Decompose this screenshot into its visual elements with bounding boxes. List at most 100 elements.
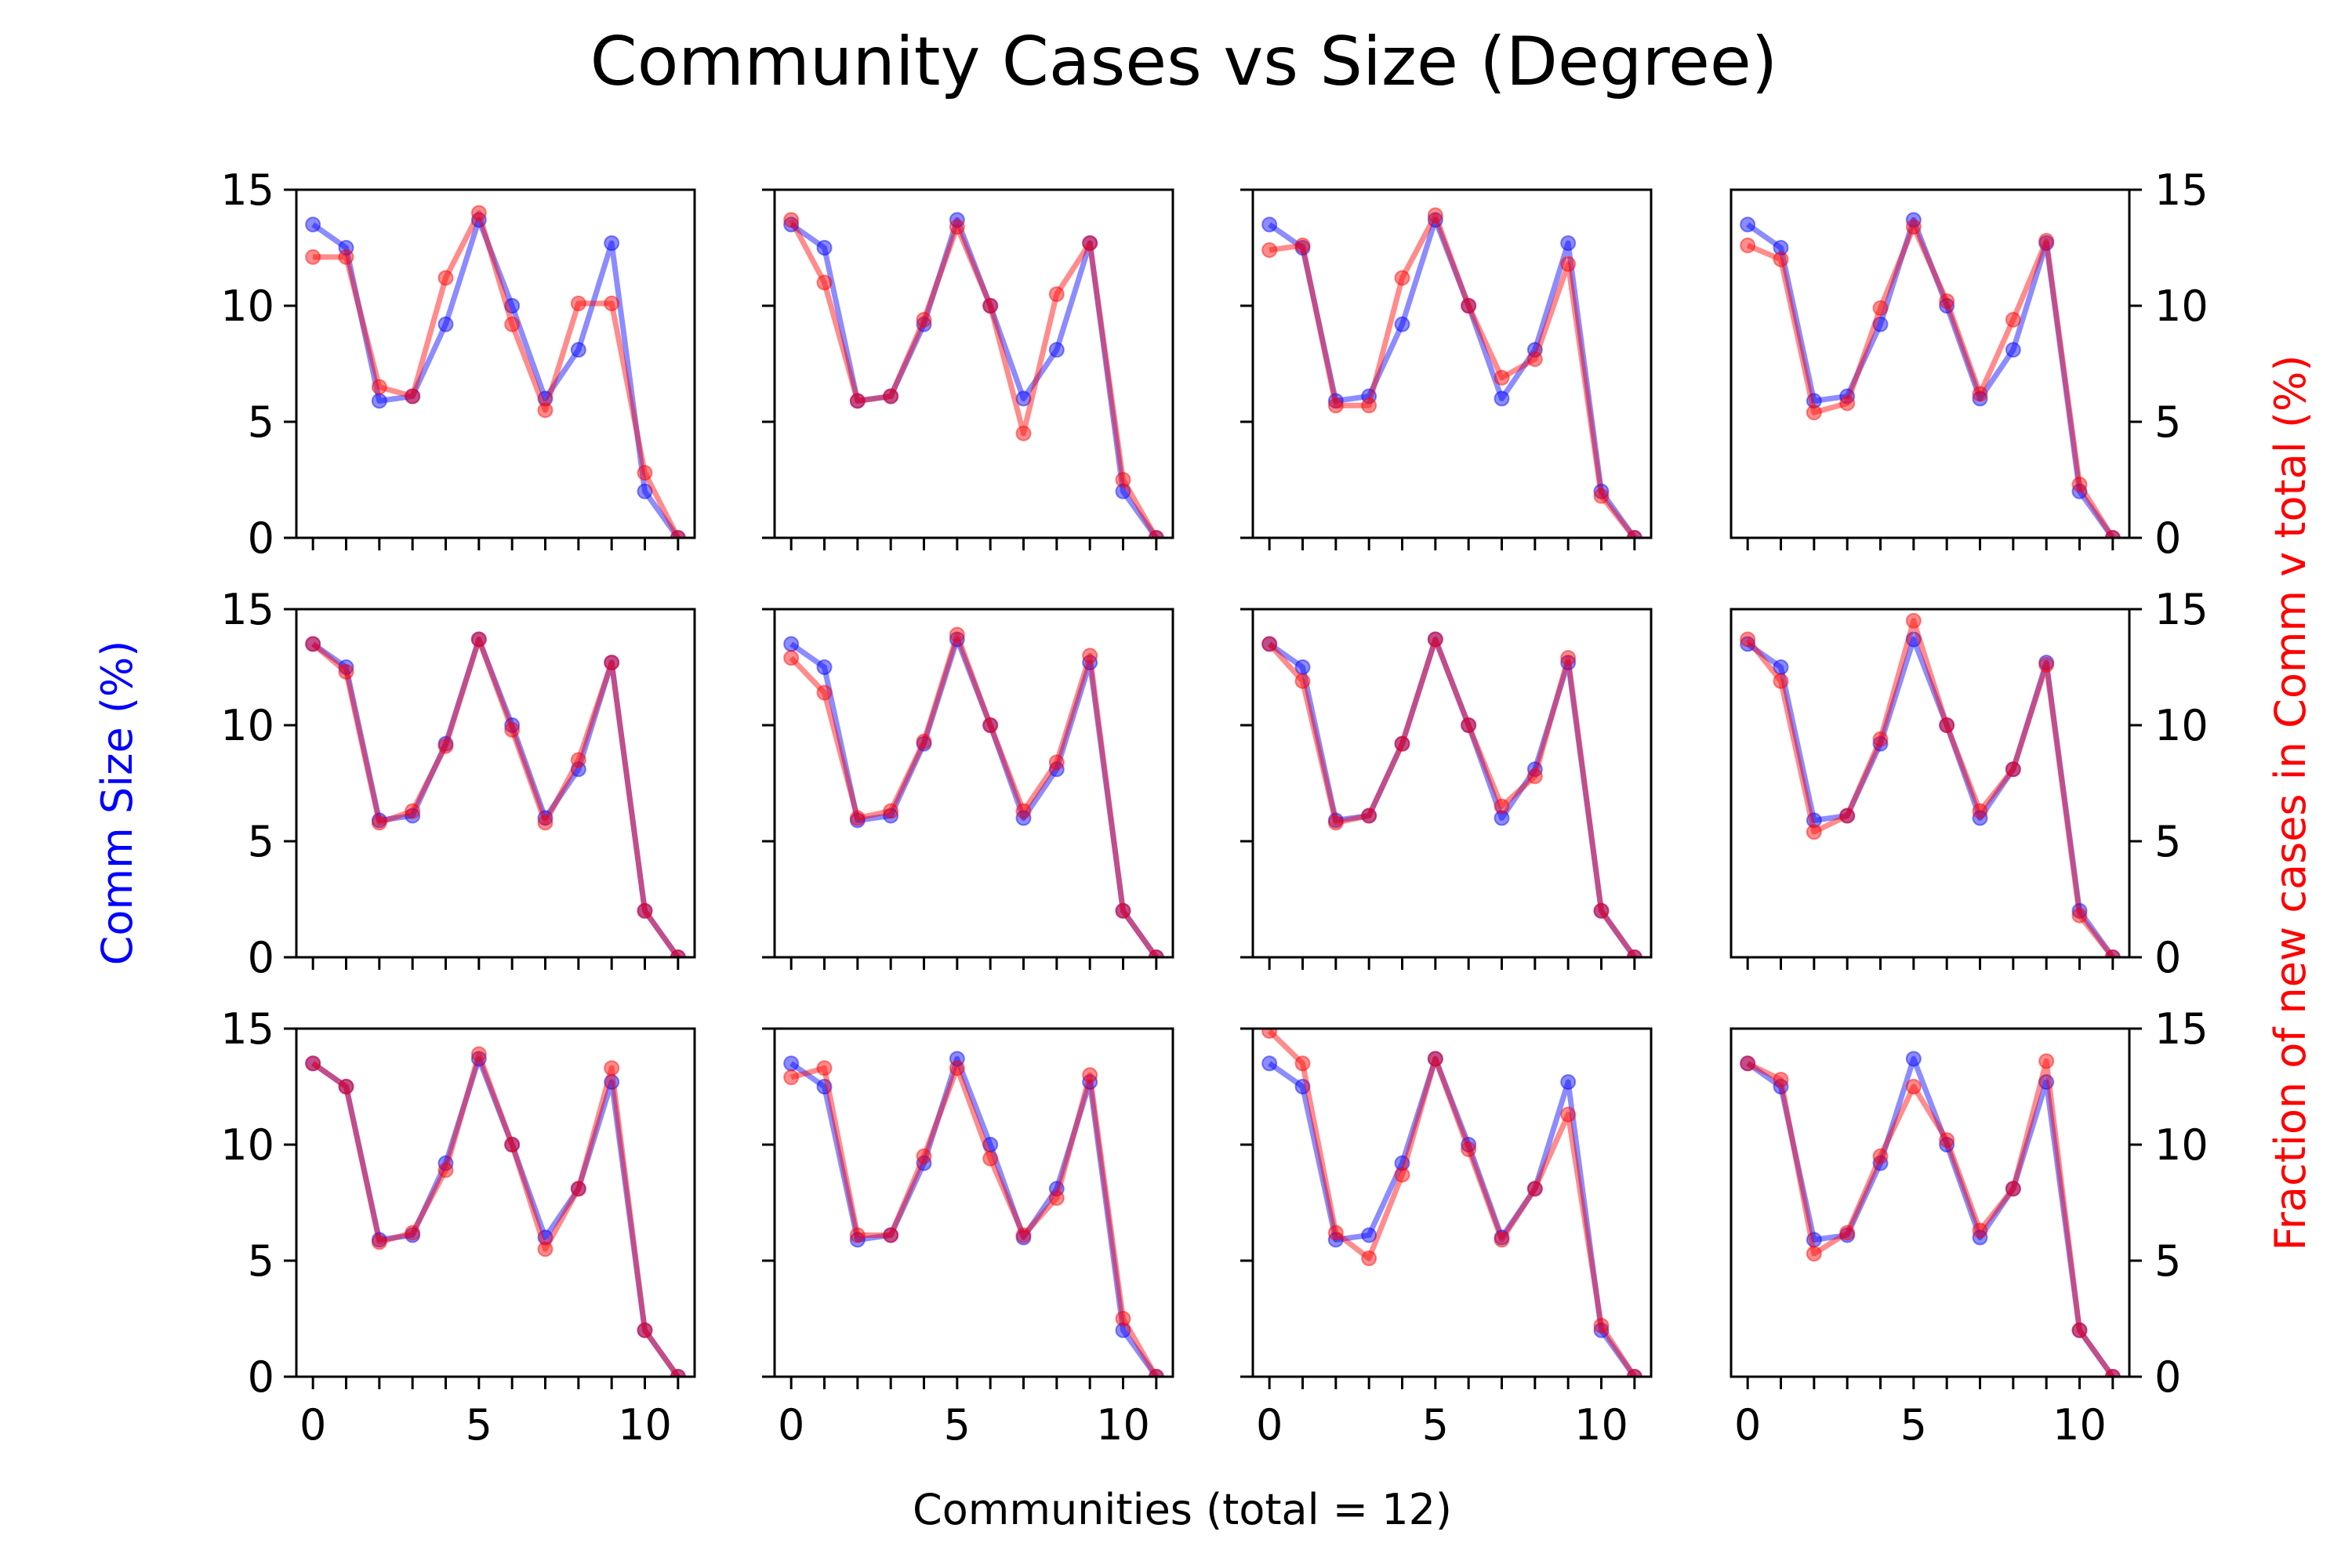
comm-size-point <box>2005 342 2021 358</box>
new-cases-point <box>1461 717 1477 733</box>
comm-size-point <box>405 808 421 824</box>
new-cases-point <box>849 1227 866 1243</box>
comm-size-point <box>1294 1079 1311 1094</box>
y-tick-label: 5 <box>248 397 274 447</box>
new-cases-point <box>982 298 999 314</box>
new-cases-point <box>504 316 521 332</box>
comm-size-point <box>2104 530 2121 538</box>
new-cases-point <box>371 1234 387 1250</box>
y-tick-label: 5 <box>248 1236 274 1286</box>
new-cases-line <box>789 218 1159 538</box>
comm-size-point <box>1015 810 1032 826</box>
new-cases-line <box>313 210 681 538</box>
comm-size-line <box>311 1055 681 1377</box>
comm-size-point <box>1048 1181 1065 1197</box>
new-cases-point <box>949 626 965 643</box>
axes-frame <box>773 608 1174 959</box>
new-cases-point <box>1294 238 1311 254</box>
comm-size-point <box>670 1369 686 1377</box>
new-cases-point <box>1361 808 1377 824</box>
comm-size-point <box>637 902 653 919</box>
new-cases-point <box>1773 251 1789 267</box>
axes-frame <box>295 1027 696 1378</box>
comm-size-point <box>1773 659 1789 675</box>
new-cases-point <box>1806 1246 1822 1262</box>
new-cases-point <box>1148 1369 1164 1377</box>
subplot-11: 0 5 10 <box>1240 1027 1653 1450</box>
plot-area <box>1740 612 2121 957</box>
y-tick-label-right: 10 <box>2154 1120 2209 1170</box>
new-cases-line <box>1746 223 2115 538</box>
comm-size-point <box>1494 390 1510 407</box>
new-cases-point <box>949 219 965 235</box>
comm-size-point <box>1082 235 1098 252</box>
new-cases-point <box>982 1150 999 1167</box>
new-cases-point <box>1593 1317 1610 1334</box>
new-cases-line <box>1267 1029 1637 1377</box>
comm-size-point <box>1626 1369 1642 1377</box>
new-cases-point <box>1872 731 1889 747</box>
new-cases-point <box>470 631 487 648</box>
new-cases-point <box>2005 1181 2021 1197</box>
comm-size-point <box>783 216 800 233</box>
comm-size-point <box>1361 1227 1377 1243</box>
comm-size-point <box>1626 530 1642 538</box>
comm-size-point <box>783 1055 800 1072</box>
comm-size-point <box>1526 342 1543 358</box>
comm-size-point <box>371 812 387 829</box>
new-cases-line <box>1745 618 2115 957</box>
new-cases-point <box>2038 1053 2055 1069</box>
comm-size-point <box>949 631 965 648</box>
new-cases-point <box>305 636 321 652</box>
comm-size-point <box>2071 483 2088 499</box>
new-cases-point <box>637 902 653 919</box>
comm-size-point <box>1872 1155 1889 1171</box>
new-cases-point <box>1427 1051 1443 1067</box>
x-tick-label: 10 <box>618 1400 672 1450</box>
new-cases-point <box>1626 530 1642 538</box>
new-cases-point <box>1461 298 1477 314</box>
new-cases-point <box>1048 754 1065 771</box>
axes-frame <box>295 608 696 959</box>
comm-size-point <box>437 1155 454 1171</box>
new-cases-point <box>371 815 387 831</box>
comm-size-line <box>1268 1055 1637 1377</box>
plot-area <box>305 205 686 538</box>
new-cases-point <box>305 1055 321 1072</box>
comm-size-point <box>1361 808 1377 824</box>
comm-size-point <box>604 235 620 252</box>
new-cases-point <box>437 1162 454 1178</box>
new-cases-point <box>2104 949 2121 957</box>
comm-size-point <box>537 1229 554 1246</box>
new-cases-point <box>1560 256 1577 272</box>
comm-size-point <box>2104 1369 2121 1377</box>
new-cases-point <box>604 1060 620 1076</box>
new-cases-point <box>916 311 932 328</box>
subplot-3 <box>1240 188 1653 550</box>
comm-size-point <box>604 1074 620 1091</box>
x-tick-label: 10 <box>2053 1400 2107 1450</box>
comm-size-point <box>570 761 586 778</box>
comm-size-point <box>1773 240 1789 256</box>
new-cases-point <box>537 402 554 419</box>
new-cases-point <box>1905 612 1922 629</box>
new-cases-point <box>470 1046 487 1062</box>
comm-size-point <box>816 1079 833 1094</box>
comm-size-point <box>1806 1232 1822 1248</box>
plot-area <box>1261 1029 1642 1377</box>
new-cases-point <box>405 803 421 819</box>
new-cases-point <box>637 1322 653 1338</box>
comm-size-point <box>1593 1322 1610 1338</box>
plot-area <box>305 631 686 957</box>
y-axis-label-left: Comm Size (%) <box>93 641 142 966</box>
comm-size-point <box>982 298 999 314</box>
new-cases-point <box>849 393 866 409</box>
new-cases-point <box>1839 1225 1856 1241</box>
x-tick-label: 5 <box>1422 1400 1449 1450</box>
comm-size-point <box>1427 1051 1443 1067</box>
new-cases-point <box>1015 1227 1032 1243</box>
comm-size-point <box>1560 1074 1577 1091</box>
new-cases-point <box>1740 631 1756 648</box>
y-tick-label: 15 <box>220 165 274 215</box>
new-cases-point <box>1773 1072 1789 1088</box>
